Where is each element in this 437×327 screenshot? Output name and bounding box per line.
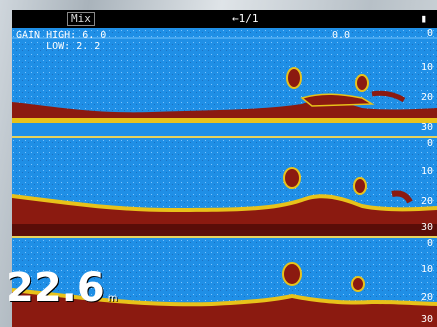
depth-tick-label: 20	[420, 92, 433, 103]
sonar-screen: Mix ←1/1 ▮ 0	[12, 10, 437, 327]
mode-label[interactable]: Mix	[67, 12, 95, 26]
gain-high-value: 6. 0	[82, 30, 107, 41]
gain-low-value: 2. 2	[76, 41, 101, 52]
signal-icon: ▮	[420, 12, 427, 25]
panel-separator	[12, 236, 437, 238]
depth-tick-label: 20	[420, 196, 433, 207]
offset-readout: 0.0	[332, 30, 351, 41]
depth-tick-label: 20	[420, 292, 433, 303]
gain-readout: GAIN HIGH: 6. 0 LOW: 2. 2	[16, 30, 106, 52]
depth-tick-label: 0	[426, 138, 433, 149]
sonar-panel-mid[interactable]: 0 10 20 30	[12, 138, 437, 236]
sonar-panel-low[interactable]: 0 10 20 30	[12, 238, 437, 327]
depth-tick-label: 0	[426, 28, 433, 39]
gain-high-label: GAIN HIGH:	[16, 30, 77, 41]
depth-unit: m	[107, 293, 118, 304]
depth-tick-label: 10	[420, 264, 433, 275]
depth-tick-label: 30	[420, 314, 433, 325]
depth-tick-label: 10	[420, 166, 433, 177]
depth-tick-label: 30	[420, 222, 433, 233]
page-indicator[interactable]: ←1/1	[232, 12, 259, 25]
depth-value: 22.6	[6, 265, 105, 311]
top-status-bar: Mix ←1/1 ▮	[12, 10, 437, 28]
depth-tick-label: 30	[420, 122, 433, 133]
depth-tick-label: 0	[426, 238, 433, 249]
echogram-low	[12, 238, 437, 327]
current-depth-readout: 22.6 m	[6, 266, 117, 321]
echogram-mid	[12, 138, 437, 236]
depth-tick-label: 10	[420, 62, 433, 73]
gain-low-label: LOW:	[46, 41, 71, 52]
panel-separator	[12, 136, 437, 138]
echogram-high	[12, 28, 437, 136]
sonar-panel-high[interactable]: 0 10 20 30	[12, 28, 437, 136]
